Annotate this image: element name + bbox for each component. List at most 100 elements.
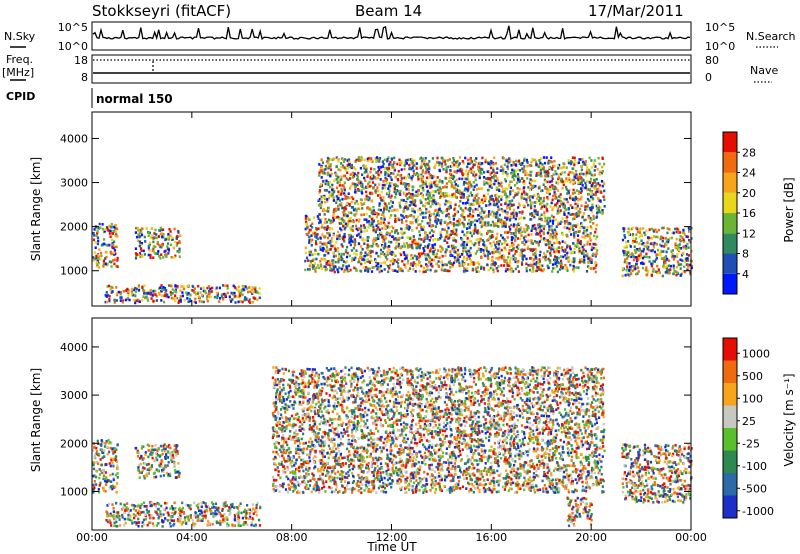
echo-cell bbox=[324, 218, 327, 221]
echo-cell bbox=[100, 448, 103, 451]
echo-cell bbox=[662, 226, 665, 230]
freq-panel-frame bbox=[91, 54, 692, 84]
echo-cell bbox=[355, 199, 358, 203]
echo-cell bbox=[565, 185, 568, 189]
echo-cell bbox=[204, 291, 207, 295]
echo-cell bbox=[431, 200, 434, 203]
echo-cell bbox=[538, 258, 541, 261]
echo-cell bbox=[105, 243, 108, 247]
echo-cell bbox=[542, 227, 545, 231]
echo-cell bbox=[498, 184, 501, 187]
echo-cell bbox=[577, 192, 580, 195]
echo-cell bbox=[570, 171, 573, 174]
echo-cell bbox=[640, 234, 643, 237]
echo-cell bbox=[113, 450, 117, 454]
echo-cell bbox=[547, 266, 550, 269]
echo-cell bbox=[501, 170, 504, 174]
echo-cell bbox=[574, 169, 578, 173]
echo-cell bbox=[323, 227, 327, 231]
echo-cell bbox=[351, 182, 354, 185]
echo-cell bbox=[357, 181, 360, 185]
echo-cell bbox=[104, 250, 107, 254]
echo-cell bbox=[454, 246, 457, 249]
echo-cell bbox=[438, 186, 441, 189]
echo-cell bbox=[569, 247, 572, 251]
echo-cell bbox=[546, 219, 549, 222]
echo-cell bbox=[446, 241, 449, 244]
echo-cell bbox=[411, 188, 414, 192]
echo-cell bbox=[584, 205, 587, 208]
echo-cell bbox=[151, 249, 154, 252]
echo-cell bbox=[427, 210, 430, 214]
echo-cell bbox=[659, 235, 663, 239]
echo-cell bbox=[535, 174, 538, 177]
echo-cell bbox=[551, 167, 554, 170]
echo-cell bbox=[385, 192, 389, 196]
echo-cell bbox=[403, 182, 406, 186]
echo-cell bbox=[536, 266, 539, 269]
echo-cell bbox=[351, 228, 354, 232]
echo-cell bbox=[329, 242, 332, 245]
echo-cell bbox=[558, 195, 561, 198]
echo-cell bbox=[503, 224, 506, 227]
echo-cell bbox=[565, 198, 568, 201]
echo-cell bbox=[207, 295, 210, 299]
echo-cell bbox=[661, 239, 664, 243]
echo-cell bbox=[388, 216, 391, 219]
echo-cell bbox=[521, 263, 524, 266]
echo-cell bbox=[431, 157, 434, 160]
echo-cell bbox=[427, 244, 430, 248]
echo-cell bbox=[481, 220, 484, 223]
echo-cell bbox=[329, 219, 333, 223]
echo-cell bbox=[472, 232, 475, 235]
echo-cell bbox=[444, 263, 447, 266]
echo-cell bbox=[384, 226, 387, 230]
echo-cell bbox=[626, 265, 629, 268]
echo-cell bbox=[453, 230, 456, 234]
echo-cell bbox=[529, 263, 532, 267]
echo-cell bbox=[514, 231, 517, 235]
echo-cell bbox=[531, 270, 534, 273]
echo-cell bbox=[153, 476, 156, 479]
echo-cell bbox=[544, 187, 547, 190]
echo-cell bbox=[507, 268, 510, 271]
echo-cell bbox=[685, 259, 688, 262]
echo-cell bbox=[459, 200, 462, 203]
echo-cell bbox=[150, 465, 153, 469]
echo-cell bbox=[529, 218, 532, 221]
echo-cell bbox=[536, 197, 539, 200]
echo-cell bbox=[204, 289, 207, 293]
echo-cell bbox=[355, 253, 358, 256]
echo-cell bbox=[522, 167, 525, 171]
echo-cell bbox=[583, 218, 586, 222]
echo-cell bbox=[379, 248, 383, 252]
echo-cell bbox=[518, 228, 521, 231]
echo-cell bbox=[359, 184, 363, 188]
echo-cell bbox=[549, 185, 552, 189]
echo-cell bbox=[523, 157, 526, 161]
echo-cell bbox=[684, 244, 688, 248]
echo-cell bbox=[588, 188, 592, 191]
echo-cell bbox=[475, 198, 478, 202]
echo-cell bbox=[408, 163, 411, 167]
echo-cell bbox=[497, 208, 500, 211]
echo-cell bbox=[150, 451, 153, 454]
echo-cell bbox=[676, 253, 679, 256]
echo-cell bbox=[394, 189, 397, 193]
echo-cell bbox=[422, 247, 425, 250]
echo-cell bbox=[119, 292, 122, 296]
echo-cell bbox=[351, 257, 354, 260]
echo-cell bbox=[468, 203, 471, 206]
echo-cell bbox=[382, 213, 385, 217]
echo-cell bbox=[667, 264, 671, 268]
echo-cell bbox=[401, 214, 404, 218]
echo-cell bbox=[355, 269, 358, 272]
echo-cell bbox=[313, 262, 316, 265]
echo-cell bbox=[435, 269, 438, 273]
echo-cell bbox=[509, 186, 512, 190]
echo-cell bbox=[423, 159, 426, 163]
echo-cell bbox=[411, 209, 414, 213]
echo-cell bbox=[327, 236, 330, 240]
echo-cell bbox=[546, 180, 549, 184]
echo-cell bbox=[134, 256, 138, 260]
